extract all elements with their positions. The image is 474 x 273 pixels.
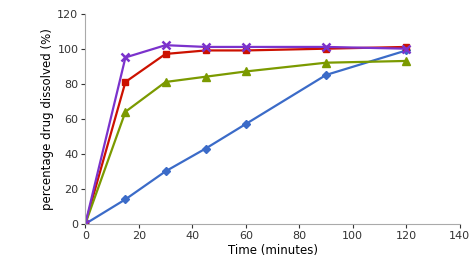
Line: Series 3: Series 3	[82, 57, 410, 228]
Series 2	[82, 222, 88, 225]
Series 1	[323, 73, 329, 77]
Series 1	[163, 170, 168, 173]
Series 1	[403, 49, 409, 52]
Line: Series 1: Series 1	[82, 48, 409, 227]
Line: Series 2: Series 2	[82, 44, 410, 227]
Series 2	[323, 47, 329, 50]
Series 2	[163, 52, 168, 56]
Series 2	[403, 45, 409, 49]
Series 4	[163, 44, 168, 47]
Line: Series 4: Series 4	[81, 41, 410, 228]
Series 2	[243, 49, 249, 52]
Series 3	[403, 59, 409, 63]
Series 4	[123, 56, 128, 59]
Series 1	[203, 147, 209, 150]
Series 2	[123, 80, 128, 84]
Series 3	[243, 70, 249, 73]
Series 3	[123, 110, 128, 113]
Series 2	[203, 49, 209, 52]
Series 4	[243, 45, 249, 49]
Series 4	[82, 222, 88, 225]
Series 3	[82, 222, 88, 225]
Series 3	[163, 80, 168, 84]
X-axis label: Time (minutes): Time (minutes)	[228, 244, 318, 257]
Series 1	[82, 222, 88, 225]
Y-axis label: percentage drug dissolved (%): percentage drug dissolved (%)	[41, 28, 55, 210]
Series 3	[323, 61, 329, 64]
Series 1	[243, 122, 249, 126]
Series 1	[123, 198, 128, 201]
Series 3	[203, 75, 209, 78]
Series 4	[203, 45, 209, 49]
Series 4	[323, 45, 329, 49]
Series 4	[403, 47, 409, 50]
